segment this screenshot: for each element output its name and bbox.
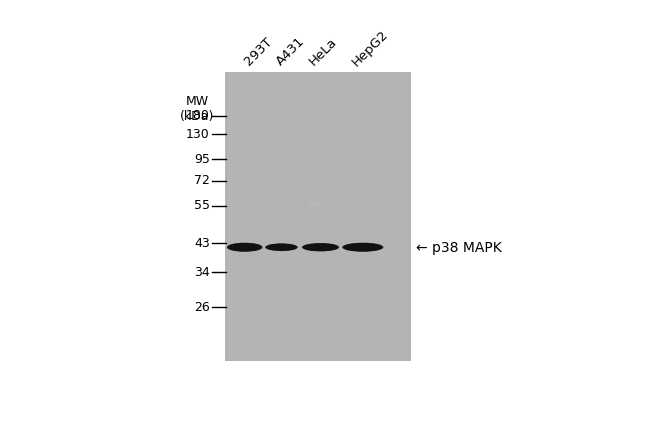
Ellipse shape	[270, 246, 293, 249]
Text: HepG2: HepG2	[350, 27, 391, 68]
Ellipse shape	[305, 244, 337, 250]
Ellipse shape	[266, 244, 297, 251]
Ellipse shape	[268, 245, 294, 249]
Ellipse shape	[231, 245, 259, 249]
Ellipse shape	[302, 243, 339, 251]
Ellipse shape	[346, 245, 379, 249]
Ellipse shape	[344, 243, 382, 251]
Ellipse shape	[306, 245, 335, 249]
Ellipse shape	[268, 245, 294, 249]
Text: 180: 180	[186, 109, 210, 122]
Ellipse shape	[269, 246, 294, 249]
Ellipse shape	[303, 243, 338, 251]
Text: 34: 34	[194, 266, 210, 279]
Ellipse shape	[346, 245, 379, 249]
Ellipse shape	[307, 246, 334, 249]
Text: A431: A431	[274, 35, 307, 68]
Ellipse shape	[347, 245, 378, 249]
Ellipse shape	[267, 244, 296, 250]
Ellipse shape	[265, 243, 298, 251]
Ellipse shape	[268, 245, 294, 249]
Ellipse shape	[307, 246, 335, 249]
Ellipse shape	[231, 245, 258, 249]
Ellipse shape	[305, 245, 336, 250]
Ellipse shape	[227, 243, 262, 251]
Ellipse shape	[346, 244, 380, 250]
Ellipse shape	[343, 243, 382, 251]
Text: MW
(kDa): MW (kDa)	[180, 95, 214, 122]
Ellipse shape	[344, 244, 381, 250]
Text: 55: 55	[194, 200, 210, 212]
Ellipse shape	[344, 244, 381, 251]
Ellipse shape	[228, 243, 261, 251]
Ellipse shape	[345, 244, 380, 250]
Ellipse shape	[342, 243, 384, 252]
Ellipse shape	[348, 246, 378, 249]
Ellipse shape	[269, 246, 294, 249]
Ellipse shape	[305, 245, 336, 250]
Ellipse shape	[266, 244, 297, 251]
Ellipse shape	[304, 244, 337, 250]
Ellipse shape	[343, 243, 383, 252]
Ellipse shape	[268, 245, 295, 249]
Ellipse shape	[229, 244, 261, 250]
Text: 26: 26	[194, 301, 210, 314]
Ellipse shape	[346, 245, 380, 250]
Ellipse shape	[304, 244, 337, 251]
Text: 95: 95	[194, 153, 210, 166]
Ellipse shape	[227, 243, 263, 252]
Ellipse shape	[303, 243, 338, 251]
Ellipse shape	[231, 246, 258, 249]
Ellipse shape	[229, 244, 261, 251]
Ellipse shape	[343, 243, 382, 251]
Text: ← p38 MAPK: ← p38 MAPK	[416, 241, 502, 255]
Text: HeLa: HeLa	[307, 35, 340, 68]
Ellipse shape	[266, 243, 297, 251]
Ellipse shape	[308, 201, 323, 207]
Text: 130: 130	[186, 128, 210, 141]
Ellipse shape	[229, 243, 261, 251]
Ellipse shape	[229, 244, 260, 250]
Ellipse shape	[227, 243, 263, 252]
Ellipse shape	[265, 243, 298, 251]
Ellipse shape	[267, 244, 296, 250]
Ellipse shape	[345, 244, 380, 250]
Ellipse shape	[343, 243, 383, 252]
Ellipse shape	[231, 245, 258, 249]
Ellipse shape	[227, 243, 262, 252]
Ellipse shape	[304, 244, 337, 250]
Ellipse shape	[306, 245, 335, 249]
Ellipse shape	[267, 245, 296, 250]
Ellipse shape	[230, 245, 259, 250]
Ellipse shape	[347, 245, 378, 249]
Ellipse shape	[304, 244, 338, 251]
Ellipse shape	[228, 243, 261, 251]
Ellipse shape	[230, 244, 259, 250]
Ellipse shape	[268, 245, 295, 250]
Ellipse shape	[344, 243, 382, 251]
Text: 293T: 293T	[241, 35, 274, 68]
Ellipse shape	[266, 244, 296, 250]
Ellipse shape	[229, 244, 260, 250]
Bar	[225, 72, 411, 361]
Ellipse shape	[231, 245, 259, 249]
Ellipse shape	[306, 245, 335, 249]
Text: 72: 72	[194, 174, 210, 187]
Ellipse shape	[266, 244, 296, 250]
Text: 43: 43	[194, 236, 210, 249]
Ellipse shape	[302, 243, 339, 251]
Ellipse shape	[302, 243, 339, 252]
Ellipse shape	[306, 245, 335, 249]
